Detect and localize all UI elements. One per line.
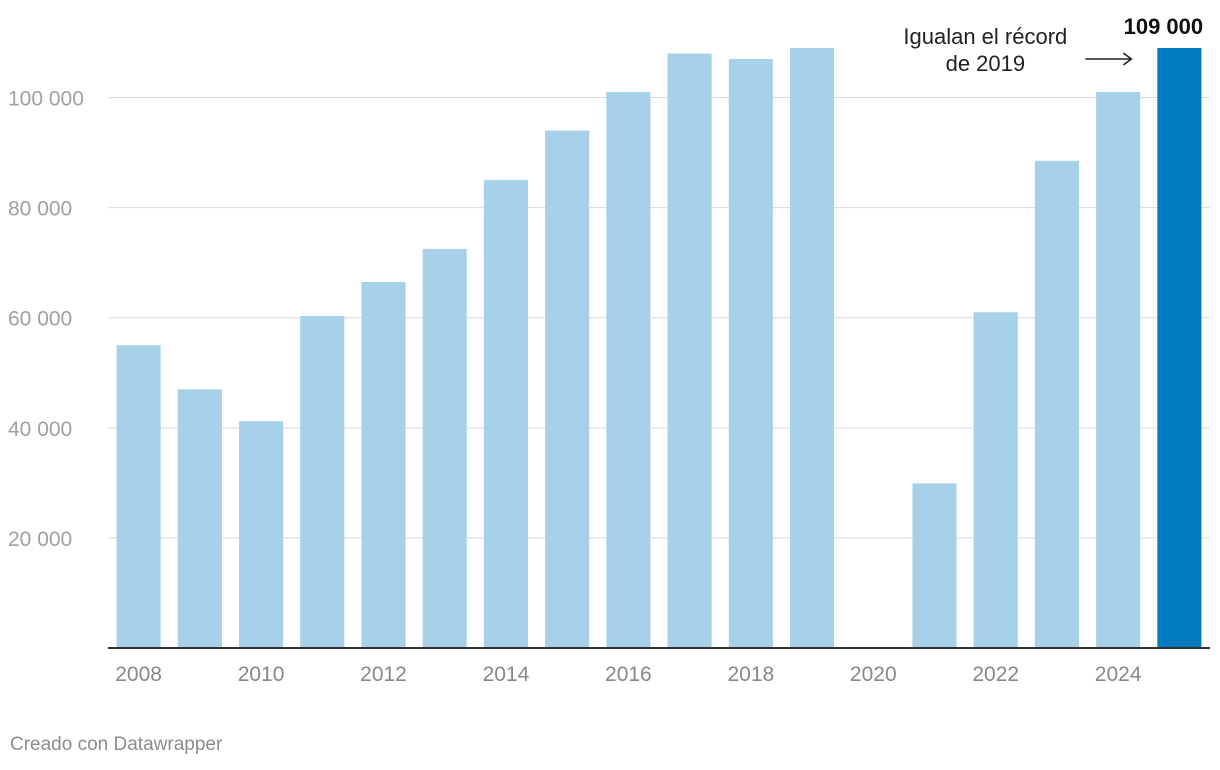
bar-2021 (912, 483, 957, 648)
y-axis-tick-labels: 20 000 40 000 60 000 80 000 100 000 (8, 88, 84, 551)
highlight-value-label: 109 000 (1124, 14, 1204, 39)
annotation-line-1: Igualan el récord (903, 24, 1067, 49)
bar-2025 (1157, 48, 1202, 648)
annotation-line-2: de 2019 (946, 51, 1026, 76)
bar-2018 (728, 59, 773, 649)
bar-2008 (116, 345, 161, 648)
bar-2022 (973, 312, 1018, 648)
bar-2015 (545, 130, 590, 649)
bar-2024 (1096, 92, 1141, 649)
bar-chart: 20 000 40 000 60 000 80 000 100 000 2008 2010… (8, 14, 1210, 686)
x-tick-label: 2008 (115, 663, 162, 686)
y-tick-label: 20 000 (8, 528, 72, 551)
bar-2023 (1034, 160, 1079, 648)
x-tick-label: 2016 (605, 663, 652, 686)
y-tick-label: 40 000 (8, 418, 72, 441)
bar-2016 (606, 92, 651, 649)
bar-2009 (177, 389, 222, 648)
bar-2017 (667, 53, 712, 649)
y-tick-label: 80 000 (8, 198, 72, 221)
credit-text: Creado con Datawrapper (10, 734, 223, 755)
y-tick-label: 60 000 (8, 308, 72, 331)
y-tick-label: 100 000 (8, 88, 84, 111)
x-tick-label: 2022 (972, 663, 1019, 686)
x-tick-label: 2020 (850, 663, 897, 686)
bar-2012 (361, 281, 406, 648)
annotation: Igualan el récord de 2019 109 000 (903, 14, 1203, 76)
x-tick-label: 2010 (238, 663, 285, 686)
bar-2019 (790, 48, 835, 648)
annotation-arrow (1085, 52, 1133, 66)
bars (116, 48, 1202, 649)
x-tick-label: 2012 (360, 663, 407, 686)
x-tick-label: 2024 (1095, 663, 1142, 686)
bar-2013 (422, 248, 467, 649)
bar-2010 (239, 421, 284, 648)
x-tick-label: 2014 (483, 663, 530, 686)
gridlines (108, 97, 1210, 539)
x-axis-tick-labels: 2008 2010 2012 2014 2016 2018 2020 2022 2024 (115, 663, 1142, 686)
bar-2014 (483, 180, 528, 648)
bar-2011 (300, 316, 345, 648)
x-tick-label: 2018 (727, 663, 774, 686)
